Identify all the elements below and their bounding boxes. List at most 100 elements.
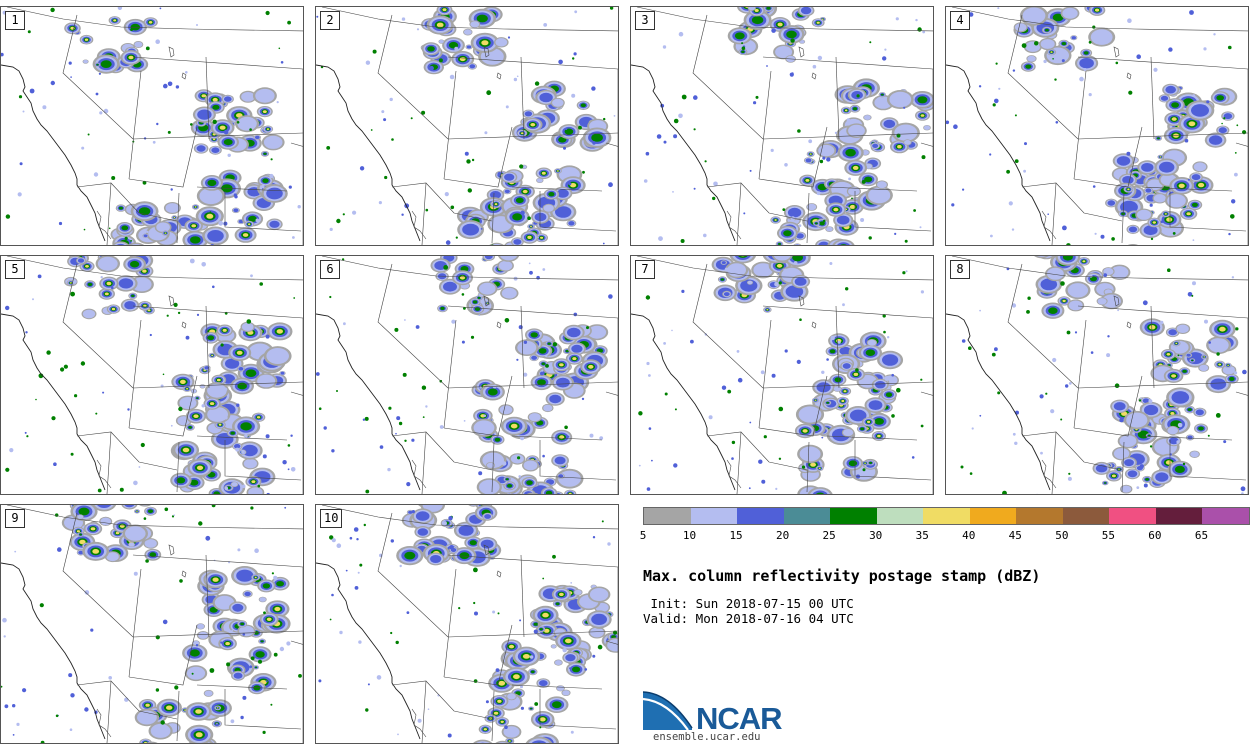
reflectivity-cell	[121, 225, 129, 231]
reflectivity-cell	[484, 514, 491, 519]
reflectivity-cell	[195, 732, 203, 738]
reflectivity-cell	[497, 699, 502, 703]
reflectivity-speck	[190, 123, 193, 126]
reflectivity-speck	[826, 157, 831, 162]
reflectivity-speck	[170, 188, 173, 191]
reflectivity-speck	[60, 367, 65, 372]
reflectivity-speck	[318, 407, 322, 410]
reflectivity-cell	[868, 400, 883, 410]
reflectivity-cell	[216, 707, 219, 709]
reflectivity-speck	[95, 412, 98, 415]
reflectivity-cell	[818, 467, 821, 469]
reflectivity-speck	[819, 159, 824, 164]
reflectivity-cell	[148, 21, 153, 24]
reflectivity-speck	[1023, 169, 1026, 173]
reflectivity-speck	[704, 160, 707, 163]
reflectivity-cell	[254, 576, 257, 579]
reflectivity-speck	[108, 676, 112, 680]
reflectivity-speck	[552, 554, 556, 559]
reflectivity-speck	[1107, 335, 1110, 338]
reflectivity-cell	[504, 173, 515, 181]
reflectivity-cell	[77, 258, 85, 263]
reflectivity-speck	[170, 424, 173, 427]
reflectivity-speck	[882, 56, 887, 61]
reflectivity-cell	[539, 717, 546, 722]
reflectivity-speck	[860, 218, 865, 222]
reflectivity-speck	[520, 706, 524, 710]
reflectivity-speck	[609, 7, 614, 10]
reflectivity-speck	[1191, 294, 1194, 297]
reflectivity-cell	[1062, 299, 1066, 303]
state-border	[205, 56, 210, 140]
reflectivity-cell	[106, 281, 112, 286]
colorbar-swatch	[1155, 508, 1203, 524]
reflectivity-speck	[282, 460, 287, 465]
reflectivity-cell	[815, 492, 825, 494]
reflectivity-cell	[480, 742, 485, 743]
reflectivity-speck	[758, 459, 763, 464]
reflectivity-speck	[179, 579, 183, 583]
reflectivity-speck	[391, 138, 394, 141]
reflectivity-speck	[1228, 45, 1232, 50]
colorbar-tick-label: 25	[822, 529, 836, 542]
state-border	[205, 305, 210, 389]
reflectivity-cell	[1191, 202, 1198, 207]
lake-outline	[483, 544, 490, 556]
reflectivity-speck	[80, 361, 86, 366]
reflectivity-speck	[504, 725, 508, 729]
reflectivity-cell	[1067, 283, 1089, 298]
reflectivity-cell	[76, 530, 80, 533]
reflectivity-speck	[568, 182, 572, 186]
reflectivity-speck	[520, 685, 523, 689]
reflectivity-speck	[448, 516, 453, 521]
reflectivity-cell	[459, 552, 470, 560]
reflectivity-cell	[814, 399, 817, 401]
state-border	[920, 391, 933, 396]
reflectivity-cell	[776, 263, 783, 268]
reflectivity-speck	[298, 674, 302, 678]
reflectivity-speck	[1061, 59, 1065, 63]
reflectivity-speck	[1092, 185, 1096, 188]
reflectivity-speck	[520, 210, 525, 215]
reflectivity-speck	[1068, 472, 1071, 475]
lake-outline	[496, 72, 502, 80]
reflectivity-speck	[212, 119, 217, 125]
reflectivity-cell	[470, 505, 477, 506]
reflectivity-speck	[5, 214, 11, 219]
reflectivity-cell	[1015, 23, 1027, 32]
reflectivity-speck	[891, 373, 894, 377]
reflectivity-speck	[242, 633, 246, 636]
reflectivity-speck	[664, 392, 668, 396]
reflectivity-speck	[266, 492, 270, 494]
reflectivity-speck	[336, 543, 342, 548]
reflectivity-speck	[318, 679, 322, 683]
state-border	[132, 554, 303, 743]
reflectivity-cell	[1195, 409, 1204, 416]
reflectivity-cell	[818, 495, 828, 496]
reflectivity-cell	[751, 16, 764, 25]
reflectivity-speck	[1223, 440, 1227, 444]
lake-outline	[483, 295, 490, 307]
reflectivity-speck	[473, 679, 478, 683]
state-border	[706, 182, 808, 222]
reflectivity-cell	[1167, 194, 1186, 208]
state-border	[1073, 126, 1143, 188]
state-border	[176, 192, 180, 244]
reflectivity-speck	[230, 719, 235, 724]
reflectivity-cell	[256, 416, 261, 419]
reflectivity-speck	[1223, 117, 1226, 120]
reflectivity-speck	[68, 673, 73, 678]
reflectivity-speck	[1088, 93, 1092, 97]
reflectivity-cell	[136, 510, 138, 512]
reflectivity-speck	[396, 416, 401, 421]
river-outline	[96, 708, 112, 738]
colorbar-swatch	[1016, 508, 1063, 524]
reflectivity-cell	[894, 124, 918, 141]
reflectivity-cell	[567, 327, 581, 338]
reflectivity-speck	[960, 465, 964, 469]
reflectivity-speck	[244, 434, 248, 438]
reflectivity-speck	[224, 486, 229, 491]
reflectivity-speck	[784, 349, 788, 353]
reflectivity-cell	[84, 38, 89, 41]
valid-time: Valid: Mon 2018-07-16 04 UTC	[643, 611, 854, 626]
